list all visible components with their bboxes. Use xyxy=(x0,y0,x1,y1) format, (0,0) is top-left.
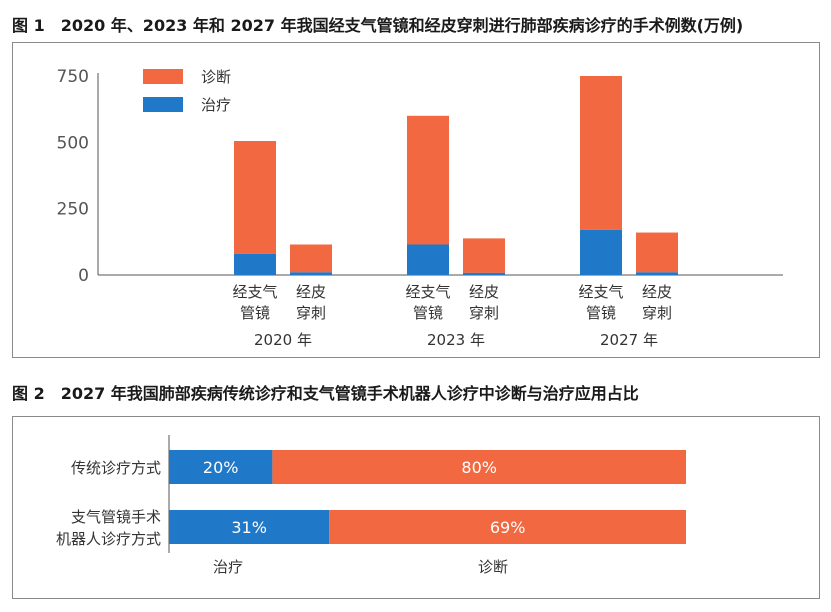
bar-diagnosis xyxy=(407,115,449,245)
bar-diagnosis xyxy=(636,232,678,273)
x-year-label: 2020 年 xyxy=(254,331,312,349)
bar-diagnosis xyxy=(290,244,332,273)
x-method-label: 经支气 xyxy=(578,283,623,301)
data-label-treatment: 20% xyxy=(203,458,239,477)
x-method-label: 管镜 xyxy=(240,304,270,322)
data-label-treatment: 31% xyxy=(231,518,267,537)
figure-1-panel: 0 250 500 750 诊断治疗经支气管镜 经皮穿刺 2020 年 经支气管镜 经皮穿刺 20… xyxy=(12,42,820,358)
bar-treatment xyxy=(407,244,449,275)
category-label: 传统诊疗方式 xyxy=(71,459,161,477)
bar-diagnosis xyxy=(234,141,276,254)
legend-label-diagnosis: 诊断 xyxy=(478,558,508,576)
y-tick-label: 0 xyxy=(78,266,89,286)
x-method-label: 经皮 xyxy=(642,283,672,301)
x-year-label: 2027 年 xyxy=(600,331,658,349)
x-method-label: 管镜 xyxy=(413,304,443,322)
y-tick-label: 750 xyxy=(57,67,89,87)
bar-treatment xyxy=(463,272,505,275)
category-label: 机器人诊疗方式 xyxy=(56,530,161,548)
x-method-label: 穿刺 xyxy=(296,304,326,322)
bar-diagnosis xyxy=(329,510,686,544)
bar-treatment xyxy=(169,450,273,484)
bar-treatment xyxy=(234,253,276,275)
x-method-label: 穿刺 xyxy=(642,304,672,322)
legend-label: 诊断 xyxy=(201,68,231,86)
data-label-diagnosis: 69% xyxy=(490,518,526,537)
bar-treatment xyxy=(580,229,622,275)
figure-2-panel: 20% 80% 传统诊疗方式 31% 69% 支气管镜手术机器人诊疗方式治疗 诊断 xyxy=(12,416,820,599)
bar-diagnosis xyxy=(272,450,686,484)
x-method-label: 穿刺 xyxy=(469,304,499,322)
bar-treatment xyxy=(636,272,678,275)
x-method-label: 经皮 xyxy=(296,283,326,301)
figure-1-title: 图 1 2020 年、2023 年和 2027 年我国经支气管镜和经皮穿刺进行肺… xyxy=(12,16,744,35)
x-method-label: 管镜 xyxy=(586,304,616,322)
legend-swatch xyxy=(143,97,183,112)
legend-label-treatment: 治疗 xyxy=(213,558,243,576)
figure-2-title: 图 2 2027 年我国肺部疾病传统诊疗和支气管镜手术机器人诊疗中诊断与治疗应用… xyxy=(12,384,639,403)
legend-label: 治疗 xyxy=(201,96,231,114)
y-tick-label: 250 xyxy=(57,200,89,220)
bar-diagnosis xyxy=(463,238,505,273)
x-method-label: 经支气 xyxy=(232,283,277,301)
x-method-label: 经皮 xyxy=(469,283,499,301)
data-label-diagnosis: 80% xyxy=(461,458,497,477)
category-label: 支气管镜手术 xyxy=(71,508,161,526)
x-year-label: 2023 年 xyxy=(427,331,485,349)
legend-swatch xyxy=(143,69,183,84)
x-method-label: 经支气 xyxy=(405,283,450,301)
bar-treatment xyxy=(290,272,332,275)
bar-diagnosis xyxy=(580,76,622,230)
y-tick-label: 500 xyxy=(57,133,89,153)
bar-treatment xyxy=(169,510,330,544)
